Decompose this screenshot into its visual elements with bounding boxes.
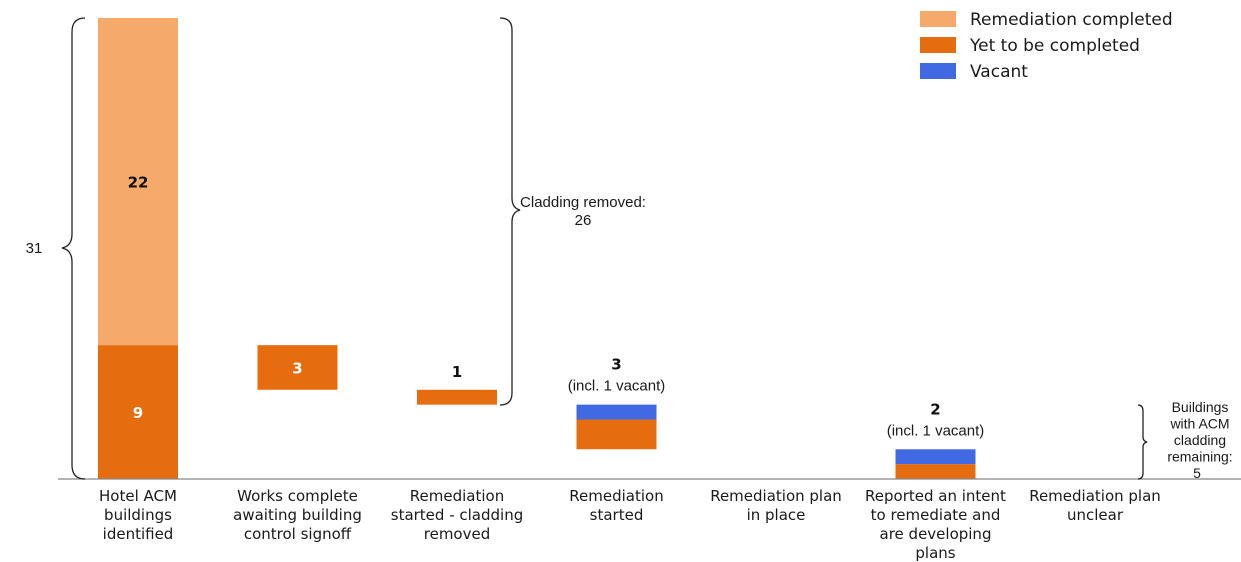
category-labels: Hotel ACM buildings identified Works comple… (99, 487, 1161, 562)
legend-swatch-vacant (920, 63, 956, 79)
data-label-hotel-completed: 22 (128, 174, 149, 192)
legend-swatch-remediation-completed (920, 11, 956, 27)
bar-hotel-acm-buildings-identified-yet (98, 345, 178, 479)
cladding-removed-value: 26 (575, 212, 592, 229)
data-label-works-complete-awaiting-building-control-signoff: 3 (292, 359, 302, 377)
legend: Remediation completed Yet to be complete… (920, 10, 1173, 82)
category-label-remediation-plan-in-place: Remediation plan in place (710, 487, 842, 524)
category-label-reported-an-intent-to-remediate-and-are-developing-plans: Reported an intent to remediate and are de… (865, 487, 1006, 562)
data-label-remediation-started: 3 (611, 356, 621, 374)
bar-hotel-acm-buildings-identified-completed (98, 18, 178, 346)
bar-reported-an-intent-to-remediate-and-are-developing-plans-vacant (895, 449, 976, 465)
data-label-reported-an-intent-to-remediate-and-are-developing-plans: 2 (930, 400, 940, 418)
bar-labels-layer: 22 9 3 1 3 (incl. 1 vacant) 2 (incl. 1 vacant) (128, 174, 985, 440)
bar-remediation-started-vacant (576, 404, 657, 420)
bar-works-complete-awaiting-building-control-signoff-yet (257, 345, 338, 390)
data-label-hotel-yet: 9 (133, 404, 143, 422)
bar-remediation-started-yet (576, 419, 657, 450)
total-brace (61, 17, 86, 480)
bar-remediation-started-cladding-removed-yet (417, 389, 497, 405)
total-label: 31 (26, 240, 43, 257)
data-label-remediation-started-cladding-removed: 1 (452, 363, 462, 381)
legend-label-yet-to-be-completed: Yet to be completed (969, 36, 1140, 56)
cladding-removed-label: Cladding removed: (520, 194, 646, 211)
category-label-remediation-plan-unclear: Remediation plan unclear (1029, 487, 1161, 524)
category-label-remediation-started-cladding-removed: Remediation started - cladding removed (391, 487, 523, 543)
category-label-works-complete-awaiting-building-control-signoff: Works complete awaiting building control s… (233, 487, 362, 543)
bar-reported-an-intent-to-remediate-and-are-developing-plans-yet (895, 464, 976, 479)
remaining-brace (1137, 404, 1148, 480)
category-label-hotel-acm-buildings-identified: Hotel ACM buildings identified (99, 487, 177, 543)
legend-label-vacant: Vacant (970, 62, 1028, 82)
legend-swatch-yet-to-be-completed (920, 37, 956, 53)
bars-layer (98, 18, 976, 479)
data-note-remediation-started: (incl. 1 vacant) (568, 378, 666, 395)
legend-label-remediation-completed: Remediation completed (970, 10, 1173, 30)
remaining-text: Buildings with ACM cladding remaining: 5 (1167, 399, 1232, 481)
cladding-removed-brace (499, 17, 521, 406)
remaining-label: Buildings with ACM cladding remaining: 5 (1167, 399, 1232, 481)
data-note-reported-an-intent-to-remediate-and-are-developing-plans: (incl. 1 vacant) (887, 422, 985, 439)
category-label-remediation-started: Remediation started (569, 487, 663, 524)
